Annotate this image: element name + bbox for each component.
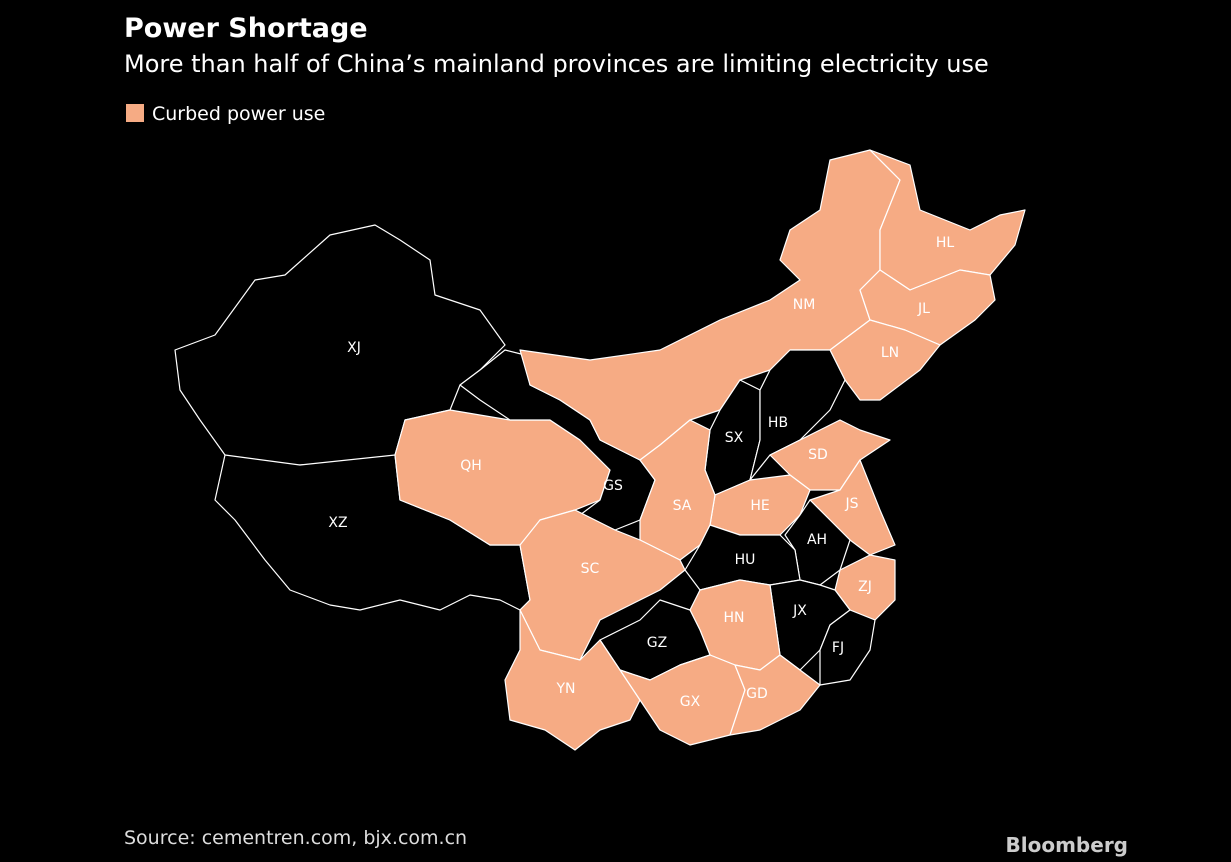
province: [819, 609, 876, 686]
province-label: JX: [792, 603, 807, 619]
province-label: JS: [844, 496, 858, 512]
province-label: GZ: [647, 635, 667, 651]
province-label: GS: [603, 478, 623, 494]
province-label: LN: [881, 345, 899, 361]
province: [729, 654, 821, 736]
province-label: HL: [936, 235, 955, 251]
province-label: HU: [735, 552, 756, 568]
legend-label: Curbed power use: [152, 103, 325, 125]
province-label: GD: [746, 686, 768, 702]
province-label: XZ: [328, 515, 347, 531]
province-label: SA: [673, 498, 692, 514]
province-label: HE: [750, 498, 769, 514]
province-label: SX: [725, 430, 744, 446]
subtitle: More than half of China’s mainland provi…: [124, 50, 989, 78]
province-label: SC: [581, 561, 600, 577]
province-label: NM: [793, 297, 816, 313]
province-label: HB: [768, 415, 788, 431]
source: Source: cementren.com, bjx.com.cn: [124, 827, 467, 849]
province-label: SD: [808, 447, 828, 463]
title: Power Shortage: [124, 13, 368, 44]
brand: Bloomberg: [1006, 833, 1128, 857]
province-label: HN: [724, 610, 745, 626]
province: [504, 609, 641, 751]
province: [749, 349, 846, 481]
province-label: XJ: [347, 340, 361, 356]
provinces: XJ XZ QH GS NM HL JL LN SX HB SD HE SA JS AH HU SC ZJ JX FJ…: [174, 149, 1026, 751]
province-label: ZJ: [858, 579, 872, 595]
province-label: QH: [460, 458, 482, 474]
legend-swatch: [126, 104, 144, 122]
province: [869, 149, 1026, 291]
province-label: AH: [807, 532, 827, 548]
province: [784, 499, 851, 586]
province-label: YN: [555, 681, 575, 697]
province-label: FJ: [832, 640, 844, 656]
province-label: JL: [917, 301, 930, 317]
province-label: GX: [680, 694, 701, 710]
